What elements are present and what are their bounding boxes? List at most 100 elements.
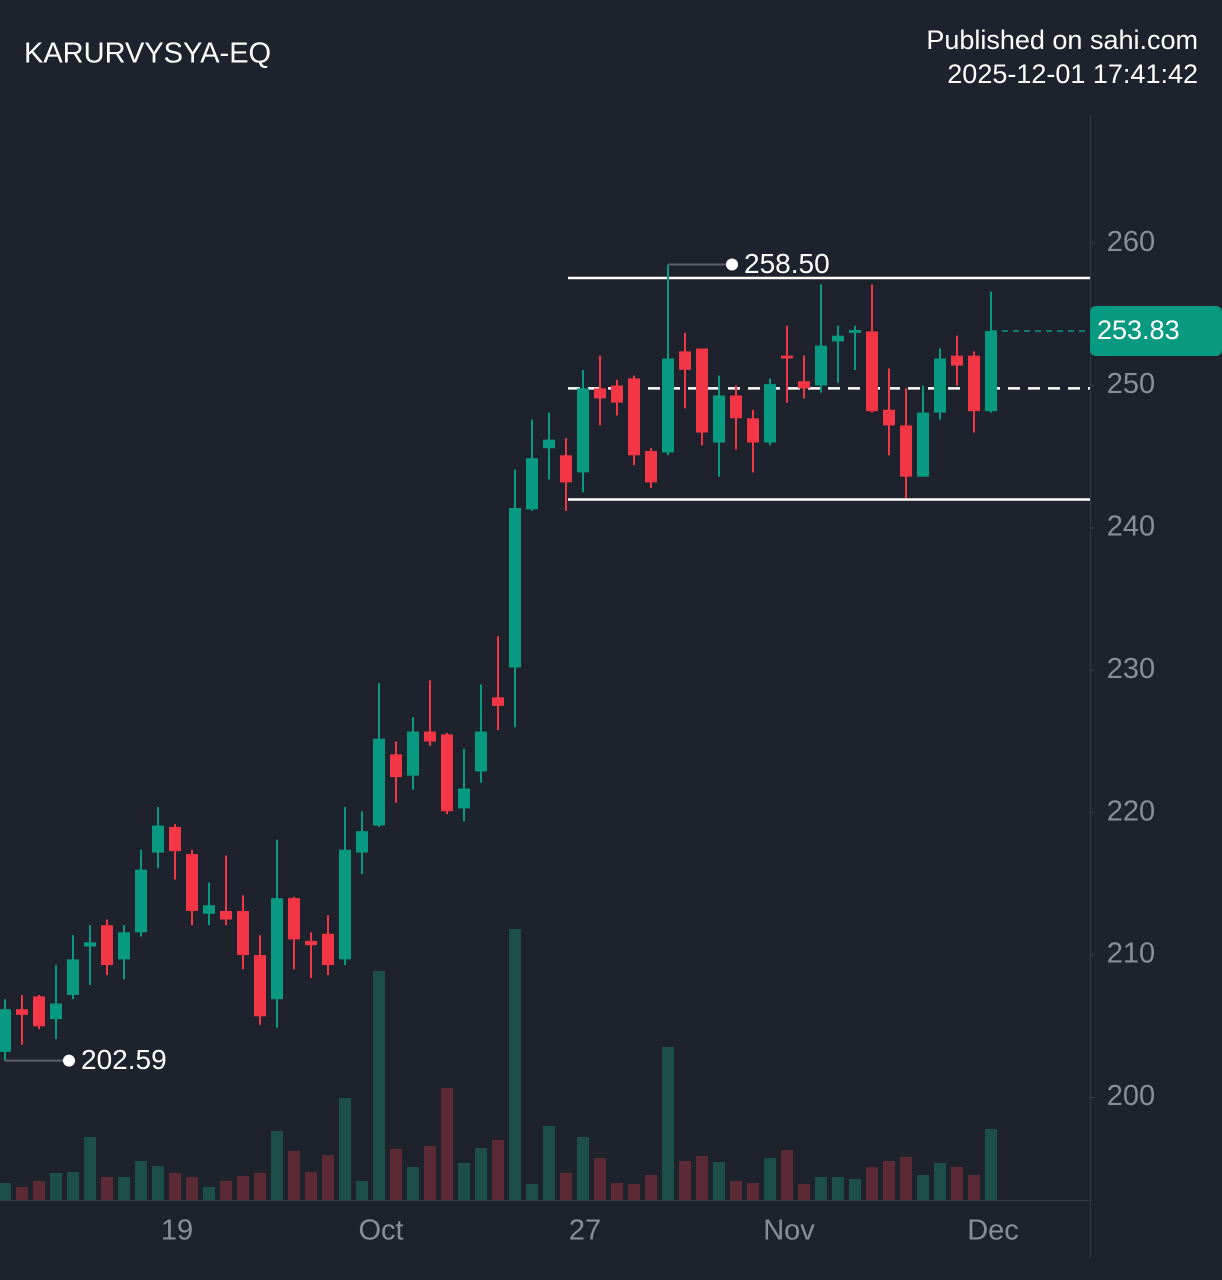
y-tick-label: 240 — [1107, 511, 1155, 543]
y-tick-label: 220 — [1107, 795, 1155, 827]
candle-body — [628, 378, 640, 456]
candle-body — [645, 451, 657, 483]
x-tick-label: 27 — [569, 1215, 601, 1247]
candle-body — [934, 358, 946, 413]
volume-bar — [305, 1172, 317, 1200]
candle-body — [543, 439, 555, 449]
volume-bar — [747, 1183, 759, 1200]
volume-bar — [67, 1172, 79, 1200]
volume-bar — [407, 1167, 419, 1200]
volume-bar — [101, 1177, 113, 1200]
x-tick-label: Dec — [967, 1215, 1019, 1247]
candle-body — [713, 395, 725, 443]
candle-body — [883, 409, 895, 426]
candle-body — [16, 1009, 28, 1015]
candle-body — [679, 351, 691, 370]
volume-bar — [730, 1181, 742, 1200]
volume-bar — [118, 1177, 130, 1200]
volume-bar — [458, 1163, 470, 1200]
volume-bar — [577, 1137, 589, 1200]
candle-body — [0, 1009, 11, 1052]
candle-body — [662, 358, 674, 453]
volume-bar — [713, 1162, 725, 1200]
chart-title: KARURVYSYA-EQ — [24, 38, 271, 70]
candle-body — [152, 825, 164, 853]
volume-bar — [492, 1140, 504, 1200]
candle-body — [186, 853, 198, 911]
candle-body — [526, 458, 538, 510]
candle-body — [764, 384, 776, 443]
volume-bar — [441, 1088, 453, 1200]
annotation-label: 202.59 — [81, 1044, 167, 1075]
candle-body — [917, 412, 929, 477]
candle-body — [985, 331, 997, 412]
last-price-tag — [1090, 306, 1222, 357]
candle-body — [577, 388, 589, 473]
candle-body — [356, 831, 368, 853]
volume-bar — [543, 1126, 555, 1200]
volume-bar — [33, 1181, 45, 1200]
volume-bar — [203, 1187, 215, 1200]
candle-body — [203, 905, 215, 914]
volume-bar — [16, 1187, 28, 1200]
candle-body — [951, 355, 963, 366]
candle-body — [339, 849, 351, 960]
x-tick-label: Oct — [358, 1215, 403, 1247]
y-tick-label: 260 — [1107, 226, 1155, 258]
volume-bar — [968, 1175, 980, 1200]
volume-bar — [135, 1161, 147, 1200]
candle-body — [900, 425, 912, 477]
candle-body — [492, 697, 504, 706]
timestamp: 2025-12-01 17:41:42 — [947, 59, 1198, 89]
candle-body — [33, 996, 45, 1027]
volume-bar — [237, 1176, 249, 1200]
candle-body — [424, 731, 436, 742]
y-tick-label: 200 — [1107, 1080, 1155, 1112]
volume-bar — [815, 1177, 827, 1200]
volume-bar — [390, 1149, 402, 1200]
candle-body — [458, 788, 470, 809]
volume-bar — [832, 1177, 844, 1200]
volume-bar — [288, 1151, 300, 1200]
volume-bar — [84, 1137, 96, 1200]
candle-body — [832, 335, 844, 342]
candle-body — [288, 898, 300, 940]
candle-body — [509, 507, 521, 668]
x-tick-label: 19 — [161, 1215, 193, 1247]
volume-bar — [798, 1184, 810, 1200]
candle-body — [254, 955, 266, 1017]
candle-body — [305, 940, 317, 946]
volume-bar — [696, 1156, 708, 1200]
volume-bar — [883, 1161, 895, 1200]
candle-body — [696, 348, 708, 433]
candle-body — [866, 331, 878, 412]
volume-bar — [628, 1184, 640, 1200]
volume-bar — [475, 1148, 487, 1200]
volume-bar — [186, 1177, 198, 1200]
volume-bar — [322, 1155, 334, 1200]
volume-bar — [679, 1161, 691, 1200]
volume-bar — [254, 1173, 266, 1200]
volume-bar — [50, 1173, 62, 1200]
volume-bar — [356, 1181, 368, 1200]
volume-bar — [917, 1175, 929, 1200]
volume-bar — [271, 1131, 283, 1200]
candle-body — [747, 418, 759, 443]
volume-bar — [849, 1179, 861, 1200]
volume-bar — [424, 1146, 436, 1200]
candle-body — [798, 381, 810, 389]
candle-body — [968, 355, 980, 412]
volume-bar — [373, 971, 385, 1200]
volume-bar — [0, 1183, 11, 1200]
candle-body — [407, 731, 419, 776]
candle-body — [475, 731, 487, 772]
volume-bar — [594, 1158, 606, 1200]
volume-bar — [645, 1175, 657, 1200]
candle-body — [730, 395, 742, 419]
candle-body — [101, 925, 113, 966]
volume-bar — [169, 1173, 181, 1200]
candle-body — [373, 738, 385, 826]
y-tick-label: 250 — [1107, 368, 1155, 400]
candle-body — [220, 910, 232, 920]
volume-bar — [900, 1157, 912, 1200]
